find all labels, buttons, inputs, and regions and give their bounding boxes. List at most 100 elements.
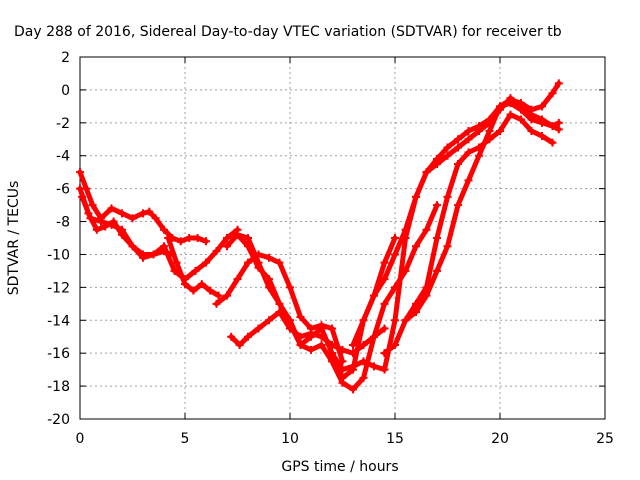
data-point-marker <box>118 225 126 234</box>
data-point-marker <box>185 234 194 242</box>
x-tick-label: 25 <box>596 431 614 447</box>
data-point-marker <box>86 214 95 223</box>
data-point-marker <box>233 230 242 239</box>
data-point-marker <box>164 234 173 242</box>
data-point-marker <box>496 102 504 111</box>
data-point-marker <box>265 253 273 262</box>
data-point-marker <box>370 332 378 341</box>
data-point-marker <box>412 242 420 251</box>
data-point-marker <box>296 312 305 321</box>
data-point-marker <box>380 275 389 284</box>
data-point-marker <box>254 324 263 333</box>
data-point-marker <box>338 378 347 387</box>
data-point-marker <box>538 131 546 140</box>
data-point-marker <box>380 299 389 308</box>
data-point-marker <box>139 209 147 218</box>
data-point-marker <box>527 105 536 114</box>
data-point-marker <box>160 242 168 251</box>
data-point-marker <box>191 266 200 275</box>
data-point-marker <box>275 258 284 267</box>
data-point-marker <box>254 263 263 272</box>
data-point-marker <box>296 340 305 349</box>
data-point-marker <box>145 207 154 216</box>
data-point-marker <box>118 209 126 218</box>
data-point-marker <box>412 192 420 201</box>
data-point-marker <box>454 143 462 152</box>
data-point-marker <box>554 79 563 88</box>
data-point-marker <box>433 234 441 242</box>
data-point-marker <box>244 242 252 251</box>
data-point-marker <box>128 242 137 251</box>
x-tick-label: 10 <box>281 431 299 447</box>
data-point-marker <box>380 324 389 333</box>
data-point-marker <box>223 291 231 300</box>
data-point-marker <box>412 308 420 317</box>
data-point-marker <box>107 204 116 213</box>
data-point-marker <box>338 345 347 354</box>
chart-title: Day 288 of 2016, Sidereal Day-to-day VTE… <box>14 24 562 40</box>
y-tick-label: -12 <box>47 280 70 296</box>
data-point-marker <box>443 143 452 152</box>
data-point-marker <box>554 125 563 134</box>
data-point-marker <box>538 102 546 111</box>
data-point-marker <box>181 280 189 289</box>
data-point-marker <box>475 151 483 160</box>
data-point-marker <box>286 283 294 292</box>
data-point-marker <box>307 345 315 354</box>
y-tick-label: -18 <box>47 379 70 395</box>
data-point-marker <box>244 234 252 242</box>
data-point-marker <box>433 159 441 168</box>
data-point-marker <box>370 291 378 300</box>
data-point-marker <box>275 299 284 308</box>
y-tick-label: -8 <box>56 215 70 231</box>
data-point-marker <box>265 316 273 325</box>
data-point-marker <box>485 127 494 136</box>
x-axis-label: GPS time / hours <box>281 459 398 475</box>
x-tick-label: 5 <box>181 431 190 447</box>
data-point-marker <box>422 225 431 234</box>
x-tick-label: 0 <box>76 431 85 447</box>
y-axis-label: SDTVAR / TECUs <box>6 181 22 296</box>
data-point-marker <box>370 362 378 371</box>
data-point-marker <box>76 184 84 193</box>
data-point-marker <box>212 299 221 308</box>
data-point-marker <box>454 159 462 168</box>
series-trace <box>233 201 441 394</box>
data-point-marker <box>88 201 97 210</box>
data-point-marker <box>359 357 368 366</box>
data-point-marker <box>328 349 336 358</box>
data-point-marker <box>433 201 441 210</box>
data-point-marker <box>475 127 483 136</box>
data-point-marker <box>202 237 210 246</box>
data-point-marker <box>422 168 431 177</box>
series-line <box>235 202 440 392</box>
data-point-marker <box>233 275 242 284</box>
data-point-marker <box>391 234 399 242</box>
data-point-marker <box>380 365 389 374</box>
data-point-marker <box>464 127 473 136</box>
data-point-marker <box>227 332 236 341</box>
x-tick-label: 15 <box>386 431 404 447</box>
data-point-marker <box>78 192 87 201</box>
y-tick-label: -6 <box>56 182 70 198</box>
series-trace <box>401 79 563 325</box>
data-point-marker <box>443 192 452 201</box>
data-point-marker <box>172 258 181 267</box>
data-point-marker <box>464 135 473 144</box>
y-tick-label: -20 <box>47 412 70 428</box>
data-point-marker <box>380 258 389 267</box>
data-point-marker <box>151 214 160 223</box>
data-point-marker <box>464 148 473 157</box>
data-point-marker <box>349 362 357 371</box>
data-point-marker <box>193 234 202 242</box>
y-tick-label: -2 <box>56 116 70 132</box>
series-trace <box>164 234 223 300</box>
data-point-marker <box>527 127 536 136</box>
data-point-marker <box>189 286 198 295</box>
data-point-marker <box>380 349 389 358</box>
data-point-marker <box>176 237 185 246</box>
data-point-marker <box>76 168 84 177</box>
plot-frame <box>79 56 606 420</box>
